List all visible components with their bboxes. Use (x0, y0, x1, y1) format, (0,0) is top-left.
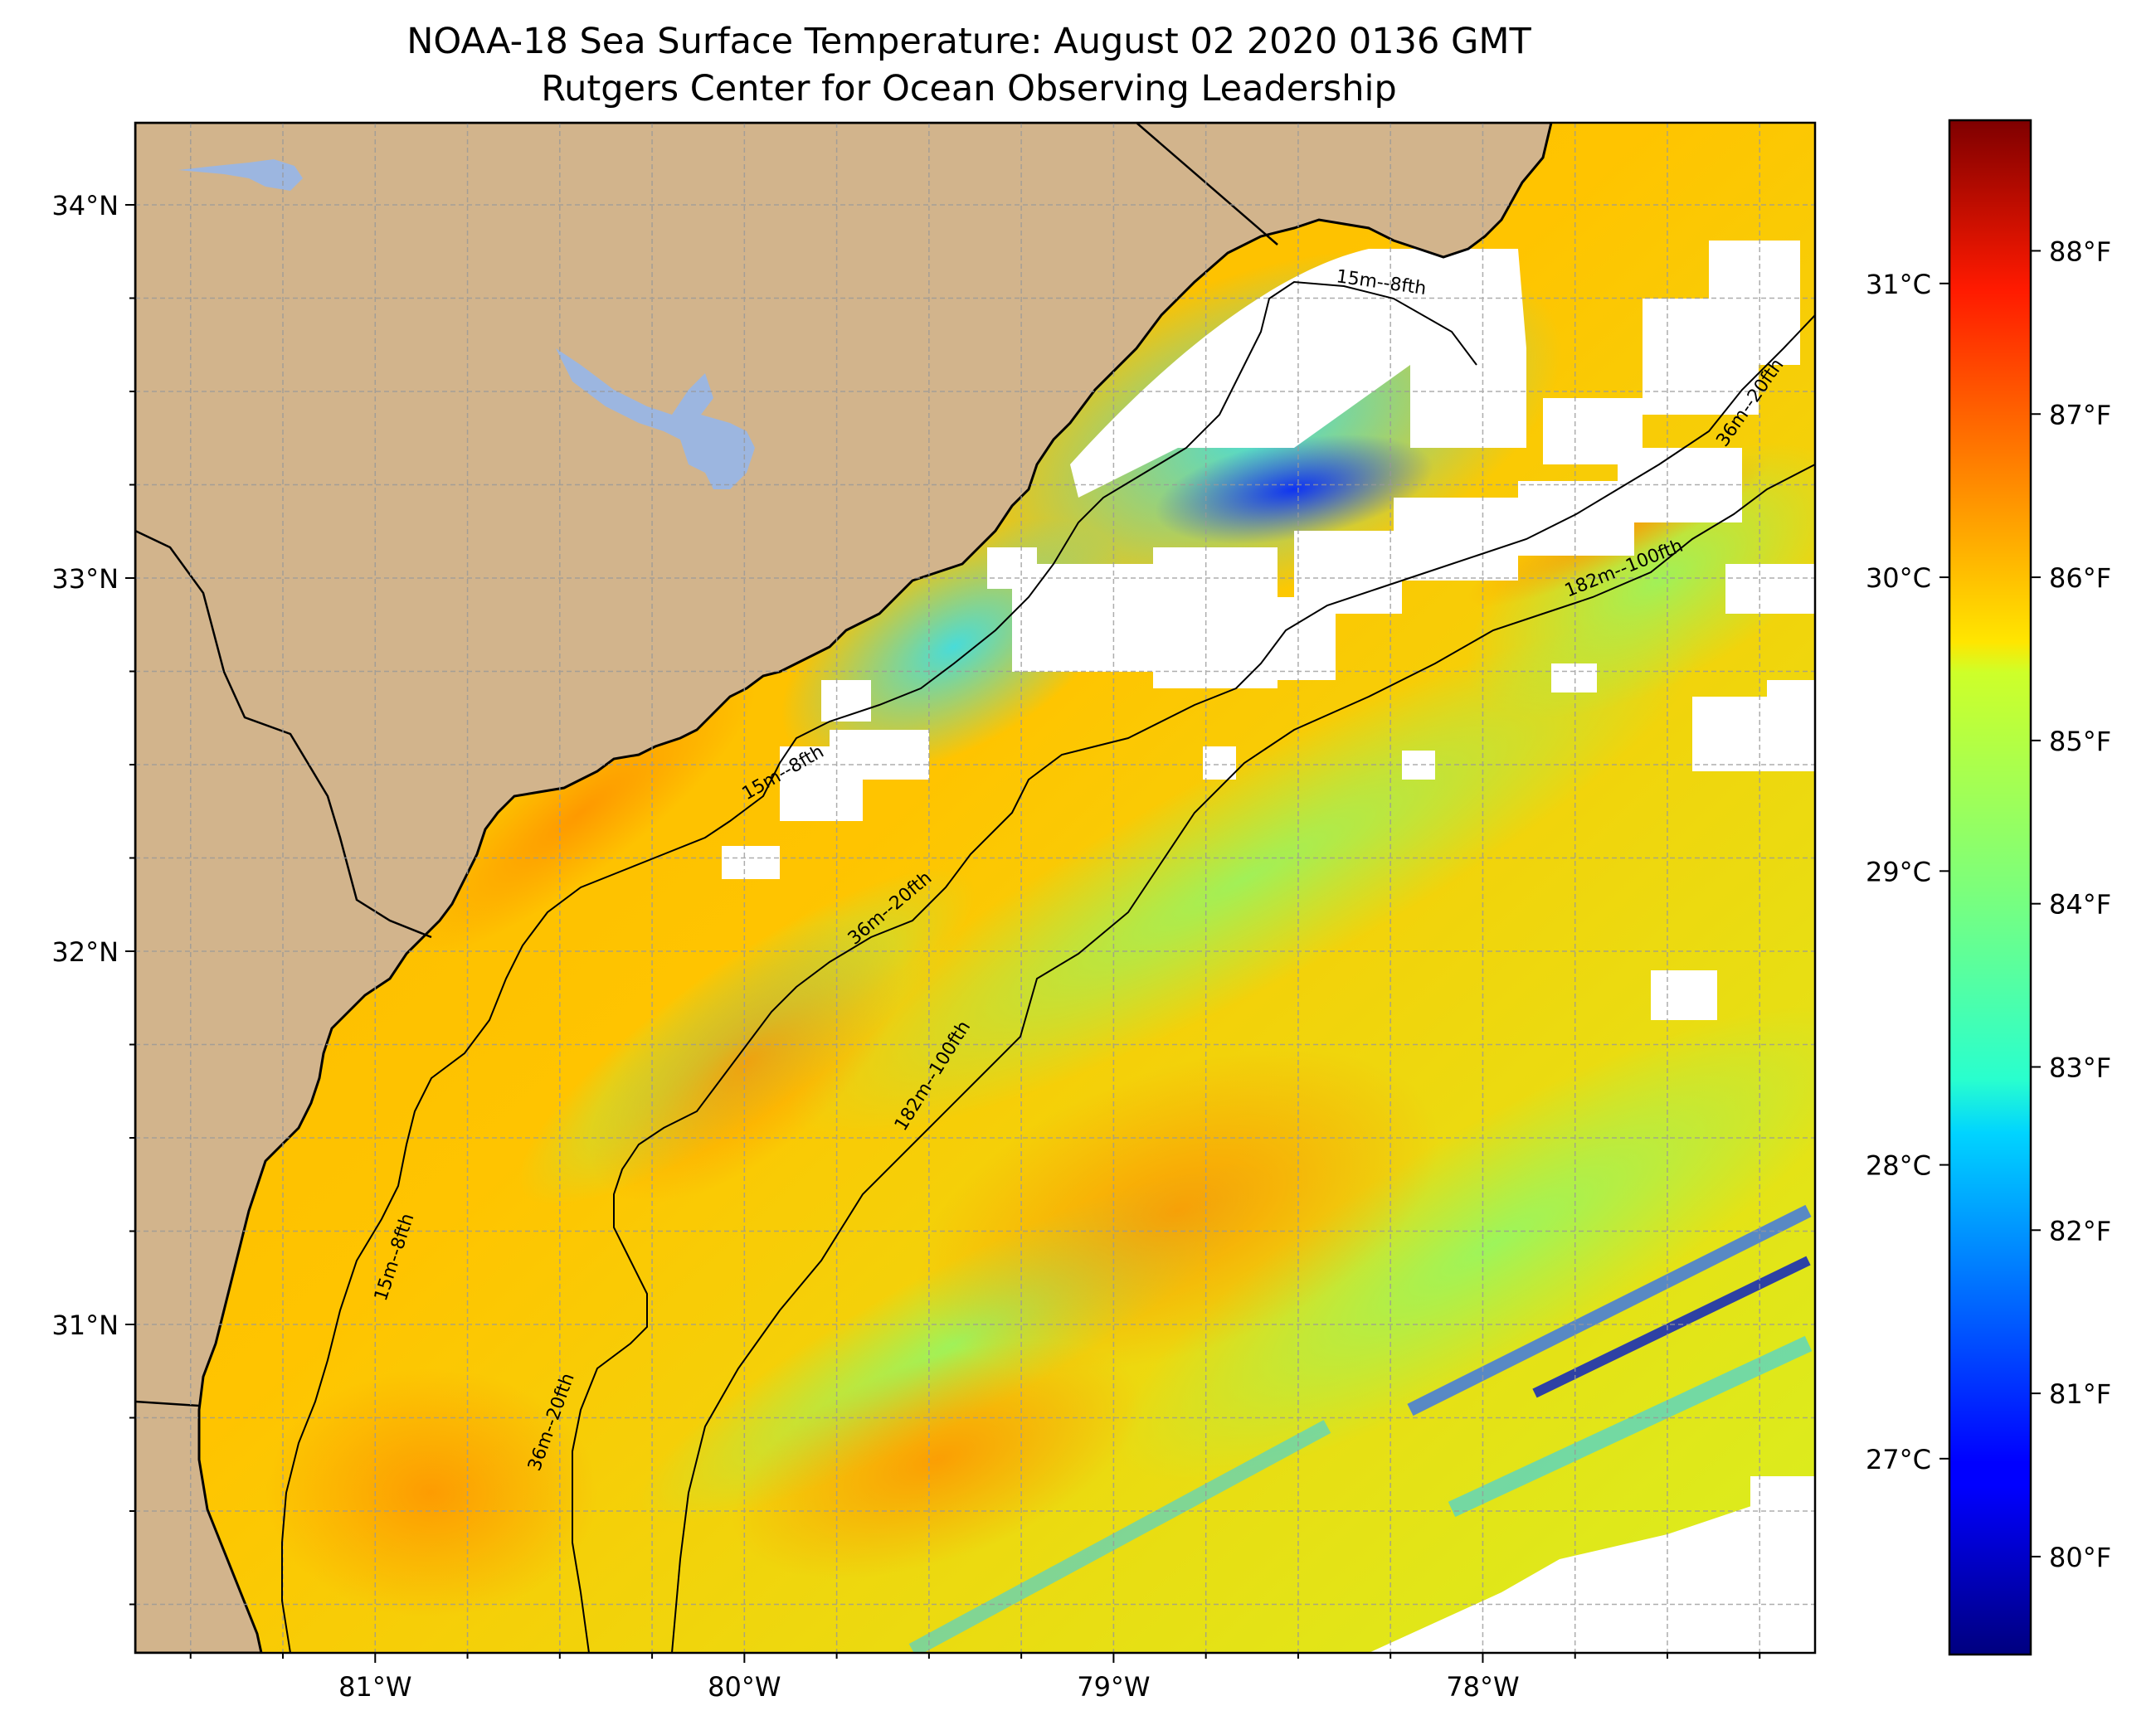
map-subtitle: Rutgers Center for Ocean Observing Leade… (541, 68, 1397, 109)
sst-warm-patch (589, 920, 904, 1203)
colorbar-c-label: 29°C (1866, 856, 1931, 887)
sst-cold-filament (1407, 1204, 1812, 1417)
map-panel: 15m--8fth 15m--8fth 15m--8fth 36m--20fth… (135, 123, 1815, 1653)
lake (556, 348, 755, 489)
lat-tick-label: 34°N (51, 190, 119, 221)
lon-tick-label: 79°W (1077, 1671, 1150, 1703)
latitude-axis: 34°N 33°N 32°N 31°N (51, 190, 135, 1606)
lon-tick-label: 78°W (1446, 1671, 1519, 1703)
map-title: NOAA-18 Sea Surface Temperature: August … (406, 21, 1531, 62)
lat-tick-label: 32°N (51, 936, 119, 968)
sst-cold-filament (1448, 1335, 1813, 1518)
lat-tick-label: 33°N (51, 563, 119, 595)
colorbar: 80°F 81°F 82°F 83°F 84°F 85°F 86°F 87°F 88°F 27°… (1866, 119, 2111, 1656)
sst-warm-patch (732, 1340, 1143, 1579)
sst-cool-plume (1465, 442, 1815, 719)
colorbar-f-label: 83°F (2049, 1052, 2111, 1083)
colorbar-c-label: 31°C (1866, 269, 1931, 300)
colorbar-f-label: 84°F (2049, 889, 2111, 921)
colorbar-c-label: 28°C (1866, 1150, 1931, 1182)
isobath-36m (572, 314, 1815, 1653)
state-border (135, 1400, 200, 1407)
colorbar-f-label: 81°F (2049, 1378, 2111, 1410)
isobath-182m (671, 464, 1815, 1653)
colorbar-gradient (1948, 119, 2032, 1656)
sst-cold-filament (908, 1420, 1331, 1653)
lon-tick-label: 80°W (708, 1671, 781, 1703)
cloud-mask (722, 241, 1815, 1653)
longitude-axis: 81°W 80°W 79°W 78°W (189, 1653, 1761, 1703)
colorbar-f-label: 82°F (2049, 1215, 2111, 1246)
colorbar-celsius-ticks: 27°C 28°C 29°C 30°C 31°C (1866, 269, 1949, 1475)
sst-cool-plume (1115, 1006, 1815, 1482)
colorbar-f-label: 85°F (2049, 726, 2111, 757)
sst-warm-patch (916, 1048, 1440, 1373)
lat-tick-label: 31°N (51, 1310, 119, 1341)
lon-tick-label: 81°W (338, 1671, 411, 1703)
land-mass (135, 123, 1553, 1653)
state-border (135, 529, 432, 939)
state-border (1136, 123, 1278, 245)
colorbar-f-label: 87°F (2049, 399, 2111, 430)
sst-cold-water (1155, 434, 1433, 545)
sst-cold-filament (1532, 1256, 1811, 1398)
map-frame (134, 121, 1817, 1655)
colorbar-c-label: 27°C (1866, 1444, 1931, 1475)
colorbar-f-label: 88°F (2049, 236, 2111, 267)
lake (178, 159, 303, 191)
colorbar-c-label: 30°C (1866, 562, 1931, 594)
isobath-15m (281, 280, 1477, 1653)
sst-warm-patch (265, 1368, 597, 1617)
colorbar-f-label: 86°F (2049, 562, 2111, 594)
colorbar-f-label: 80°F (2049, 1542, 2111, 1573)
colorbar-fahrenheit-ticks: 80°F 81°F 82°F 83°F 84°F 85°F 86°F 87°F 88°F (2031, 236, 2111, 1573)
isobath-contours (281, 280, 1815, 1653)
sst-cool-plume (787, 620, 1701, 1139)
gridlines (135, 123, 1815, 1653)
